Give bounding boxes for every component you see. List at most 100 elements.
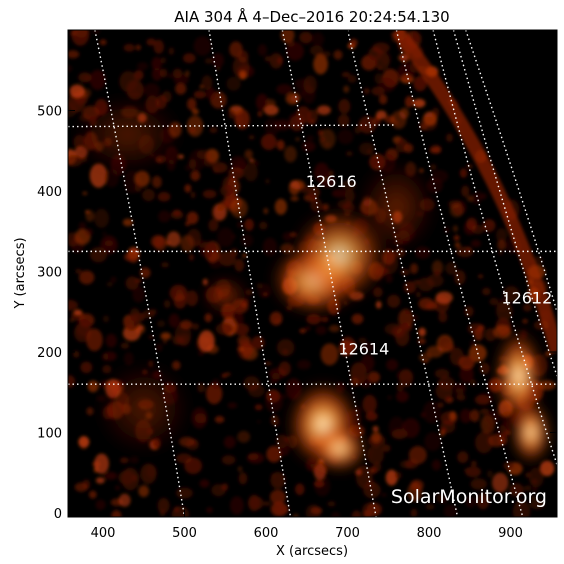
network-cell: [262, 237, 278, 257]
network-cell: [238, 472, 248, 485]
network-cell: [247, 452, 265, 464]
network-cell: [92, 30, 101, 35]
axes-border: [67, 29, 558, 518]
x-tick-label: 800: [417, 526, 442, 541]
network-cell: [454, 269, 466, 285]
network-cell: [449, 203, 464, 218]
network-cell: [203, 158, 215, 167]
longitude-line: [346, 30, 459, 517]
network-cell: [528, 467, 544, 488]
network-cell: [466, 164, 473, 169]
network-cell: [408, 446, 427, 465]
bright-region: [355, 158, 438, 256]
network-cell: [265, 390, 283, 413]
network-cell: [204, 313, 213, 323]
network-cell: [84, 228, 93, 237]
solar-image: 12616 12614 12612: [68, 30, 557, 517]
network-cell: [375, 110, 387, 120]
network-cell: [415, 246, 431, 259]
network-cell: [148, 335, 154, 339]
network-cell: [471, 192, 482, 205]
network-cell: [360, 342, 375, 352]
network-cell: [206, 507, 213, 513]
network-cell: [68, 232, 80, 247]
network-cell: [419, 116, 438, 131]
network-cell: [201, 75, 213, 91]
network-cell: [434, 368, 450, 379]
network-cell: [221, 455, 236, 465]
network-cell: [186, 228, 202, 247]
x-tick-label: 700: [335, 526, 360, 541]
network-cell: [68, 65, 73, 73]
network-cell: [397, 62, 416, 82]
network-cell: [484, 328, 497, 342]
network-cell: [431, 107, 440, 118]
network-cell: [445, 133, 454, 142]
bright-region: [494, 327, 544, 425]
network-cell: [466, 217, 478, 231]
network-cell: [487, 220, 495, 226]
network-cell: [476, 190, 482, 194]
network-cell: [191, 407, 208, 429]
network-cell: [248, 384, 265, 398]
network-cell: [209, 126, 218, 133]
longitude-line: [395, 30, 524, 517]
network-cell: [214, 415, 225, 424]
network-cell: [341, 71, 351, 78]
network-cell: [173, 293, 187, 309]
network-cell: [190, 191, 196, 199]
network-cell: [231, 234, 237, 239]
network-cell: [255, 93, 269, 111]
network-cell: [153, 39, 164, 54]
network-cell: [328, 170, 334, 177]
network-cell: [410, 479, 424, 491]
network-cell: [225, 372, 231, 376]
network-cell: [252, 160, 260, 167]
network-cell: [355, 469, 362, 475]
network-cell: [431, 459, 441, 471]
network-cell: [119, 70, 138, 93]
network-cell: [529, 500, 545, 510]
network-cell: [485, 410, 501, 426]
network-cell: [160, 68, 168, 78]
chart-title: AIA 304 Å 4–Dec–2016 20:24:54.130: [174, 7, 449, 26]
network-cell: [290, 195, 299, 202]
network-cell: [122, 218, 133, 227]
network-cell: [140, 463, 157, 484]
network-cell: [321, 316, 329, 323]
y-tick-label: 500: [37, 104, 62, 119]
network-cell: [86, 328, 103, 352]
network-cell: [386, 359, 399, 371]
network-cell: [469, 379, 477, 386]
network-cell: [185, 70, 190, 77]
network-cell: [425, 302, 438, 311]
network-cell: [102, 315, 110, 323]
network-cell: [87, 380, 99, 393]
network-cell: [469, 340, 476, 347]
network-cell: [373, 287, 383, 298]
network-cell: [73, 350, 80, 358]
bright-region: [310, 424, 368, 473]
network-cell: [101, 352, 109, 361]
network-cell: [78, 270, 95, 285]
network-cell: [433, 269, 442, 276]
network-cell: [263, 501, 271, 506]
network-cell: [74, 482, 88, 492]
network-cell: [453, 234, 460, 241]
x-axis-label: X (arcsecs): [276, 544, 348, 559]
network-cell: [88, 490, 97, 499]
network-cell: [415, 291, 421, 298]
network-cell: [162, 340, 168, 345]
longitude-line: [208, 30, 292, 517]
network-cell: [190, 170, 201, 181]
network-cell: [503, 285, 520, 303]
y-axis-label: Y (arcsecs): [13, 237, 28, 309]
network-cell: [344, 189, 355, 203]
network-cell: [278, 361, 291, 376]
network-cell: [481, 287, 491, 296]
network-cell: [281, 393, 287, 400]
network-cell: [440, 426, 447, 435]
network-cell: [351, 313, 364, 325]
network-cell: [168, 47, 175, 55]
